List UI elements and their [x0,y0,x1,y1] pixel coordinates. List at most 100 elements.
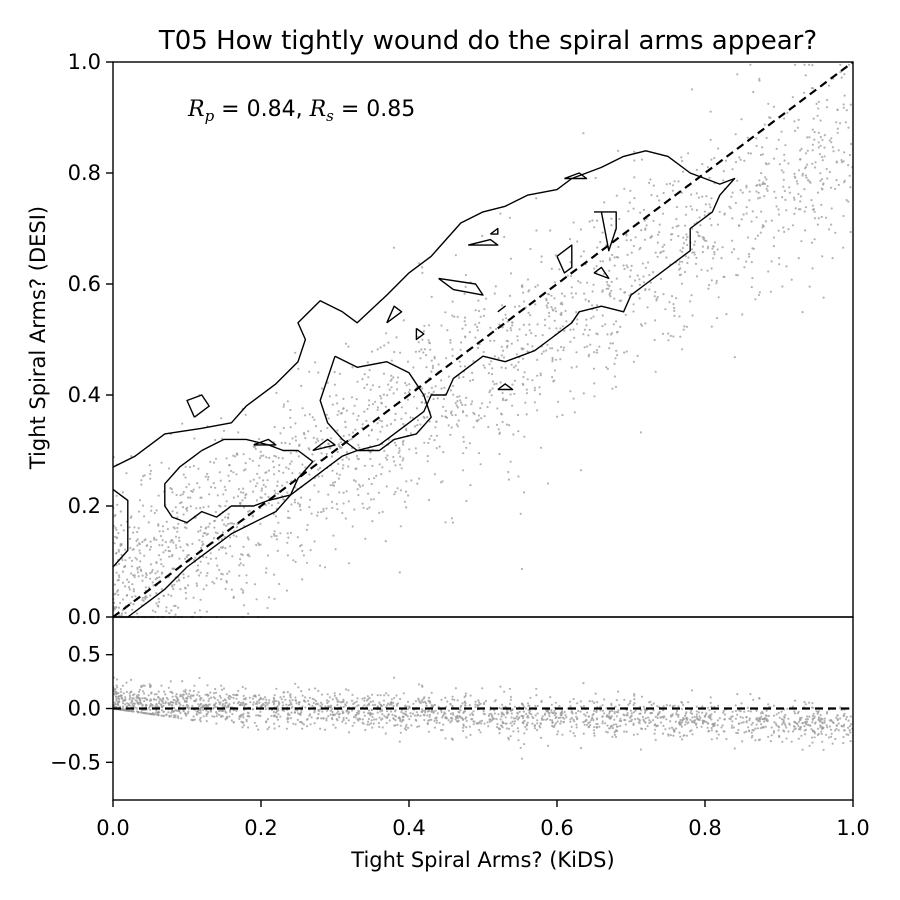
residual-point [216,712,219,715]
residual-point [435,719,438,722]
main-point [141,574,144,577]
main-point [541,334,544,337]
main-point [135,539,138,543]
residual-point [386,716,389,719]
main-point [607,287,610,290]
main-point [490,373,494,376]
residual-point [697,711,701,714]
main-point [394,490,397,493]
main-point [772,157,776,160]
main-point [313,418,316,421]
main-point [767,102,770,105]
residual-point [731,724,734,727]
main-point [849,186,852,189]
main-point [522,375,525,379]
main-point [117,548,120,551]
main-point [292,559,295,562]
main-point [777,138,780,141]
residual-point [647,716,650,719]
residual-point [652,709,655,712]
main-point [407,494,410,497]
main-point [133,574,136,577]
residual-point [501,703,504,706]
main-point [388,470,391,473]
residual-point [480,719,484,722]
residual-point [232,701,235,705]
main-point [150,509,153,512]
main-point [209,557,212,560]
main-point [596,246,599,249]
residual-point [157,696,160,699]
residual-point [275,715,278,718]
main-point [477,299,480,302]
residual-point [820,730,823,733]
main-point [252,490,255,493]
residual-point [482,712,485,715]
main-point [542,350,545,353]
main-point [471,371,474,374]
residual-point [613,718,616,721]
main-point [465,396,468,399]
residual-point [128,694,132,697]
residual-point [461,702,464,705]
main-point [272,466,275,469]
residual-point [484,699,488,703]
main-point [186,509,189,512]
residual-point [508,727,511,731]
main-point [331,403,334,406]
main-point [209,460,212,463]
main-point [516,339,519,342]
main-point [279,532,282,535]
main-point [174,613,177,616]
residual-point [536,729,539,732]
residual-point [454,687,457,690]
main-point [121,570,125,573]
residual-point [813,732,817,735]
main-point [605,287,608,290]
residual-point [390,698,393,701]
residual-point [513,722,516,725]
main-point [627,210,630,213]
main-point [198,609,201,612]
main-point [766,185,769,188]
residual-point [199,697,202,700]
main-point [579,281,582,284]
residual-point [138,698,141,701]
main-point [803,91,806,94]
main-point [284,441,287,445]
main-point [379,346,382,349]
residual-point [811,714,814,717]
main-point [811,64,814,67]
main-point [216,494,219,497]
residual-point [747,726,750,729]
main-point [509,460,512,463]
main-point [327,442,330,445]
residual-point [116,686,119,689]
main-point [503,235,506,238]
main-point [232,596,235,600]
main-point [752,247,755,250]
residual-point [342,705,345,709]
main-point [425,354,428,357]
residual-point [536,722,539,725]
residual-point [615,710,619,714]
residual-point [734,709,738,713]
main-point [237,488,240,491]
residual-point [519,746,522,749]
main-point [585,324,588,327]
main-point [763,195,766,198]
main-point [141,596,144,600]
main-point [525,388,528,391]
residual-point [539,722,542,725]
residual-point [556,733,559,736]
residual-point [758,697,761,700]
main-point [167,546,170,549]
main-point [681,348,684,351]
residual-point [546,710,549,713]
main-point [834,231,837,234]
main-point [275,534,278,538]
main-point [834,187,837,190]
residual-point [591,700,594,703]
main-point [501,326,504,329]
residual-point [336,719,339,722]
